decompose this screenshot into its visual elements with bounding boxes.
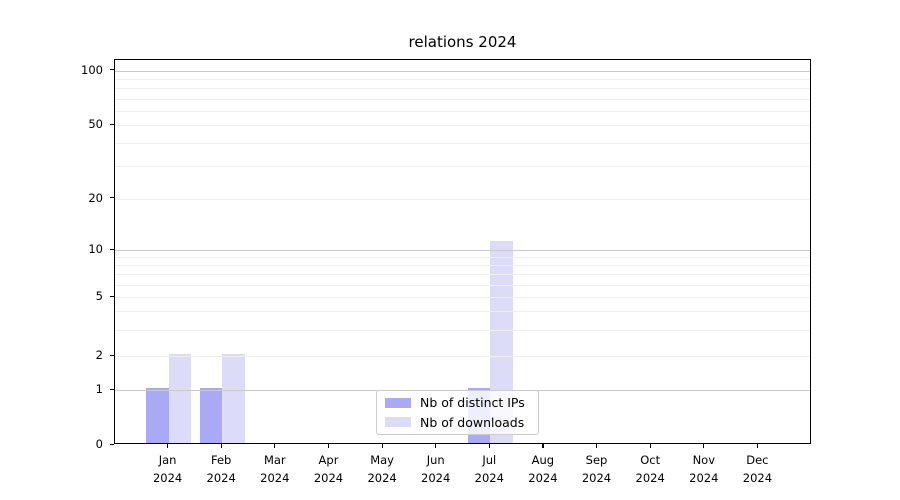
y-tick-mark-10 [110,248,114,250]
x-tick-label-jan: Jan 2024 [152,453,183,485]
legend-swatch-downloads [385,417,411,428]
gridline-major-10 [115,250,810,251]
gridline-minor-8 [115,265,810,267]
gridline-minor-5 [115,297,810,298]
gridline-minor-40 [115,142,810,144]
x-tick-label-feb: Feb 2024 [206,453,236,485]
x-tick-mark-jun [435,444,437,448]
x-tick-mark-sep [596,444,598,448]
legend-label-distinct-ips: Nb of distinct IPs [420,395,525,411]
y-tick-label-100: 100 [81,62,103,77]
x-tick-mark-oct [649,444,651,448]
x-tick-label-sep: Sep 2024 [581,453,612,485]
x-tick-label-nov: Nov 2024 [689,453,719,485]
legend-item-downloads: Nb of downloads [377,415,538,430]
gridline-minor-9 [115,257,810,259]
x-tick-label-mar: Mar 2024 [260,453,290,485]
x-tick-mark-aug [542,444,544,448]
x-tick-mark-nov [703,444,705,448]
legend-item-distinct-ips: Nb of distinct IPs [377,395,538,410]
y-tick-mark-20 [110,197,114,199]
x-tick-mark-jul [488,444,490,448]
y-tick-mark-1 [110,388,114,390]
legend-label-downloads: Nb of downloads [420,414,525,430]
gridline-minor-60 [115,110,810,112]
gridline-minor-3 [115,329,810,331]
bar-downloads-feb [222,354,245,443]
x-tick-mark-mar [274,444,276,448]
x-tick-label-dec: Dec 2024 [742,453,773,485]
y-tick-label-0: 0 [95,437,103,451]
gridline-minor-90 [115,78,810,80]
x-tick-label-aug: Aug 2024 [528,453,558,485]
x-tick-mark-dec [756,444,759,448]
gridline-minor-70 [115,98,810,100]
y-tick-mark-0 [110,443,114,445]
x-tick-label-apr: Apr 2024 [313,453,344,485]
gridline-minor-30 [115,166,810,167]
bar-distinct-ips-jan [146,388,169,443]
y-tick-label-10: 10 [88,242,103,256]
y-tick-label-2: 2 [95,348,103,362]
gridline-minor-50 [115,125,810,126]
gridline-major-100 [115,70,810,72]
legend: Nb of distinct IPs Nb of downloads [376,390,539,435]
x-tick-label-jun: Jun 2024 [421,453,451,485]
bar-downloads-jan [168,354,192,443]
y-tick-label-20: 20 [88,190,103,205]
gridline-minor-4 [115,311,810,313]
x-tick-mark-feb [220,444,222,448]
plot-area [114,59,811,444]
y-tick-mark-50 [110,123,114,125]
gridline-minor-20 [115,198,810,200]
x-tick-label-oct: Oct 2024 [635,453,665,485]
gridline-minor-80 [115,88,810,89]
legend-swatch-distinct-ips [385,397,411,408]
bar-distinct-ips-feb [199,388,223,443]
x-tick-label-jul: Jul 2024 [474,453,504,485]
x-tick-mark-apr [328,444,330,448]
chart-title: relations 2024 [408,33,517,51]
gridline-minor-6 [115,284,810,286]
x-tick-mark-jan [167,444,169,448]
y-tick-label-50: 50 [88,117,103,131]
y-tick-mark-100 [110,69,114,71]
y-tick-label-5: 5 [95,289,103,303]
gridline-minor-2 [115,356,810,357]
x-tick-mark-may [381,444,383,448]
y-tick-label-1: 1 [95,382,103,396]
y-tick-mark-2 [110,354,114,356]
y-tick-mark-5 [110,295,114,297]
x-tick-label-may: May 2024 [367,453,397,485]
gridline-minor-7 [115,274,810,276]
